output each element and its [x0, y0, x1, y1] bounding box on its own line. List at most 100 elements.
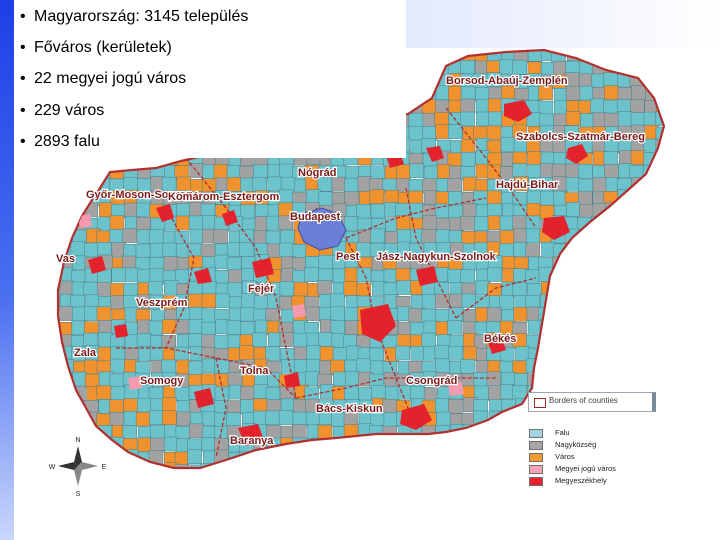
settlement-cell [579, 333, 595, 348]
settlement-cell [606, 294, 621, 309]
settlement-cell [606, 308, 621, 323]
settlement-cell [58, 386, 60, 402]
settlement-cell [201, 308, 217, 323]
settlement-cell [317, 463, 333, 468]
settlement-cell [253, 410, 268, 426]
legend-label: Nagyközség [555, 440, 597, 449]
settlement-cell [330, 320, 346, 335]
settlement-cell [319, 346, 335, 361]
settlement-cell [226, 242, 242, 258]
settlement-cell [500, 436, 515, 452]
settlement-cell [591, 360, 607, 375]
settlement-cell [657, 412, 664, 427]
settlement-cell [96, 436, 112, 452]
settlement-cell [124, 267, 140, 283]
settlement-cell [137, 397, 152, 413]
settlement-cell [241, 293, 256, 308]
settlement-cell [448, 204, 463, 220]
settlement-cell [657, 217, 664, 233]
settlement-cell [305, 189, 321, 204]
settlement-cell [577, 163, 593, 179]
settlement-cell [371, 384, 386, 400]
settlement-cell [593, 333, 608, 349]
settlement-cell [629, 281, 645, 296]
city-szekesfehervar [252, 258, 274, 278]
settlement-cell [631, 230, 646, 245]
settlement-cell [123, 478, 137, 492]
settlement-cell [540, 335, 556, 350]
settlement-cell [462, 438, 478, 454]
settlement-cell [137, 478, 151, 492]
settlement-cell [554, 281, 569, 296]
county-label: Veszprém [136, 297, 188, 309]
settlement-cell [565, 256, 581, 271]
settlement-cell [489, 476, 503, 490]
settlement-cell [657, 267, 664, 283]
settlement-cell [592, 177, 608, 192]
settlement-cell [215, 293, 231, 309]
settlement-cell [657, 50, 664, 61]
settlement-cell [292, 244, 308, 259]
bullet-text: Főváros (kerületek) [34, 39, 172, 56]
settlement-cell [644, 61, 660, 76]
settlement-cell [473, 372, 488, 387]
settlement-cell [630, 217, 645, 233]
settlement-cell [110, 358, 125, 374]
settlement-cell [437, 476, 451, 490]
settlement-cell [564, 307, 579, 323]
settlement-cell [96, 385, 112, 400]
settlement-cell [436, 229, 451, 244]
settlement-cell [385, 386, 400, 401]
settlement-cell [449, 438, 464, 453]
settlement-cell [357, 465, 373, 468]
settlement-cell [111, 386, 126, 401]
settlement-cell [396, 280, 412, 295]
settlement-cell [331, 477, 345, 491]
settlement-cell [631, 320, 647, 336]
settlement-cell [512, 215, 527, 230]
settlement-cell [593, 412, 608, 428]
settlement-cell [344, 307, 359, 322]
settlement-cell [58, 424, 61, 439]
settlement-cell [592, 269, 607, 285]
settlement-cell [541, 410, 556, 426]
settlement-cell [305, 464, 320, 468]
settlement-cell [265, 346, 280, 361]
settlement-cell [137, 437, 153, 453]
settlement-cell [434, 463, 449, 468]
settlement-cell [525, 269, 540, 284]
settlement-cell [281, 477, 295, 491]
settlement-cell [565, 85, 581, 101]
settlement-cell [486, 125, 502, 141]
settlement-cell [631, 203, 646, 218]
settlement-cell [214, 270, 230, 285]
settlement-cell [176, 203, 191, 218]
settlement-cell [58, 359, 61, 374]
settlement-cell [617, 87, 633, 102]
settlement-cell [187, 449, 202, 465]
settlement-cell [644, 307, 659, 323]
settlement-cell [475, 86, 490, 102]
settlement-cell [487, 423, 503, 438]
settlement-cell [188, 293, 203, 309]
settlement-cell [525, 243, 540, 259]
settlement-cell [226, 412, 241, 427]
settlement-cell [462, 308, 478, 324]
city-szolnok [416, 266, 438, 286]
settlement-cell [253, 295, 269, 310]
settlement-cell [567, 359, 582, 374]
settlement-cell [644, 372, 659, 387]
legend-label: Megyeszékhely [555, 476, 607, 485]
settlement-cell [656, 464, 664, 468]
settlement-cell [294, 346, 309, 362]
settlement-cell [604, 334, 620, 349]
settlement-cell [512, 59, 528, 75]
settlement-cell [630, 372, 645, 388]
settlement-cell [616, 308, 632, 324]
settlement-cell [148, 281, 163, 296]
settlement-cell [175, 215, 191, 231]
settlement-cell [383, 282, 399, 297]
settlement-cell [384, 463, 399, 468]
settlement-cell [58, 333, 61, 349]
settlement-cell [435, 85, 451, 101]
